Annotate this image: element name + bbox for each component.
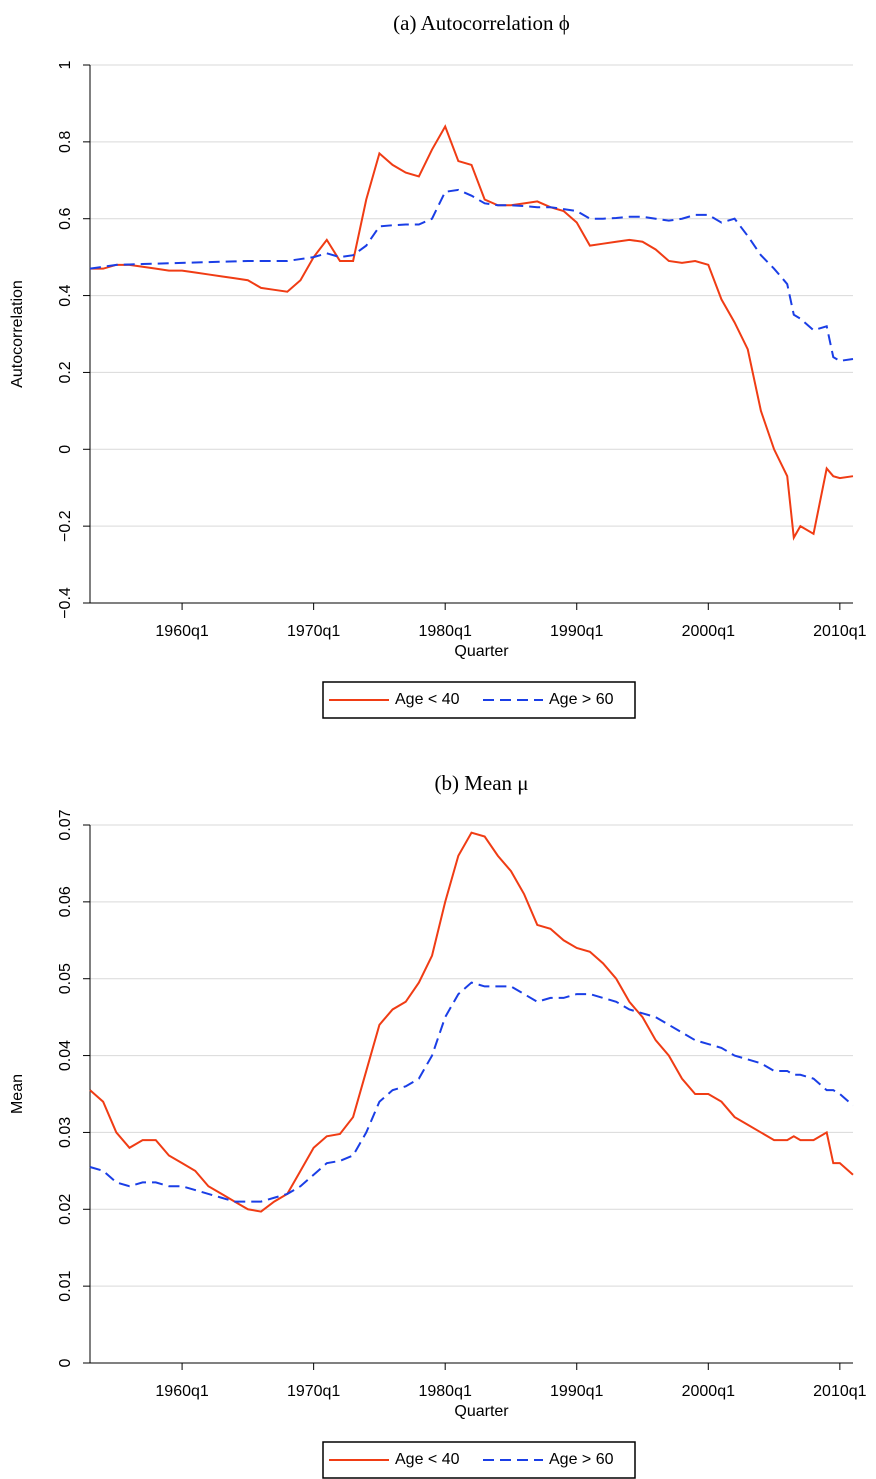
y-tick-label: 0.03 [57,1117,74,1148]
chart-title: (a) Autocorrelation ϕ [393,11,570,35]
y-tick-label: 0.01 [57,1270,74,1301]
y-tick-label: 0.4 [57,284,74,306]
x-tick-label: 1980q1 [418,1383,471,1400]
y-tick-label: 0.8 [57,131,74,153]
y-tick-label: 0 [57,1358,74,1367]
x-tick-label: 1960q1 [155,623,208,640]
chart-panel: (b) Mean μ 0 0.01 0.02 0.03 0.04 0.05 0.06 0.07 1… [9,771,867,1479]
series-line [89,831,854,1213]
y-tick-label: 0.04 [57,1040,74,1071]
x-tick-label: 2000q1 [682,623,735,640]
x-tick-label: 1980q1 [418,623,471,640]
series-line [90,124,854,541]
y-tick-label: 1 [57,60,74,69]
legend-label: Age < 40 [395,691,460,708]
x-tick-label: 1990q1 [550,623,603,640]
legend-label: Age < 40 [395,1451,460,1468]
y-tick-label: 0.06 [57,886,74,917]
x-tick-label: 2010q1 [813,623,866,640]
y-tick-label: −0.4 [57,587,74,619]
x-tick-label: 2000q1 [682,1383,735,1400]
series-line [89,981,854,1203]
x-tick-label: 1990q1 [550,1383,603,1400]
y-tick-label: 0.6 [57,207,74,229]
x-tick-label: 1970q1 [287,1383,340,1400]
x-tick-label: 2010q1 [813,1383,866,1400]
x-axis-label: Quarter [454,643,509,660]
chart-panel: (a) Autocorrelation ϕ −0.4 −0.2 0 0.2 0.4 0.6 0… [9,11,867,719]
y-axis-label: Autocorrelation [9,280,26,388]
legend-label: Age > 60 [549,691,614,708]
chart-title: (b) Mean μ [434,771,528,795]
x-axis-label: Quarter [454,1403,509,1420]
y-tick-label: 0.2 [57,361,74,383]
legend-label: Age > 60 [549,1451,614,1468]
y-tick-label: 0.02 [57,1194,74,1225]
series-line [89,188,854,362]
y-tick-label: −0.2 [57,510,74,542]
x-tick-label: 1960q1 [155,1383,208,1400]
x-tick-label: 1970q1 [287,623,340,640]
y-tick-label: 0 [57,445,74,454]
y-axis-label: Mean [9,1074,26,1114]
y-tick-label: 0.07 [57,809,74,840]
y-tick-label: 0.05 [57,963,74,994]
